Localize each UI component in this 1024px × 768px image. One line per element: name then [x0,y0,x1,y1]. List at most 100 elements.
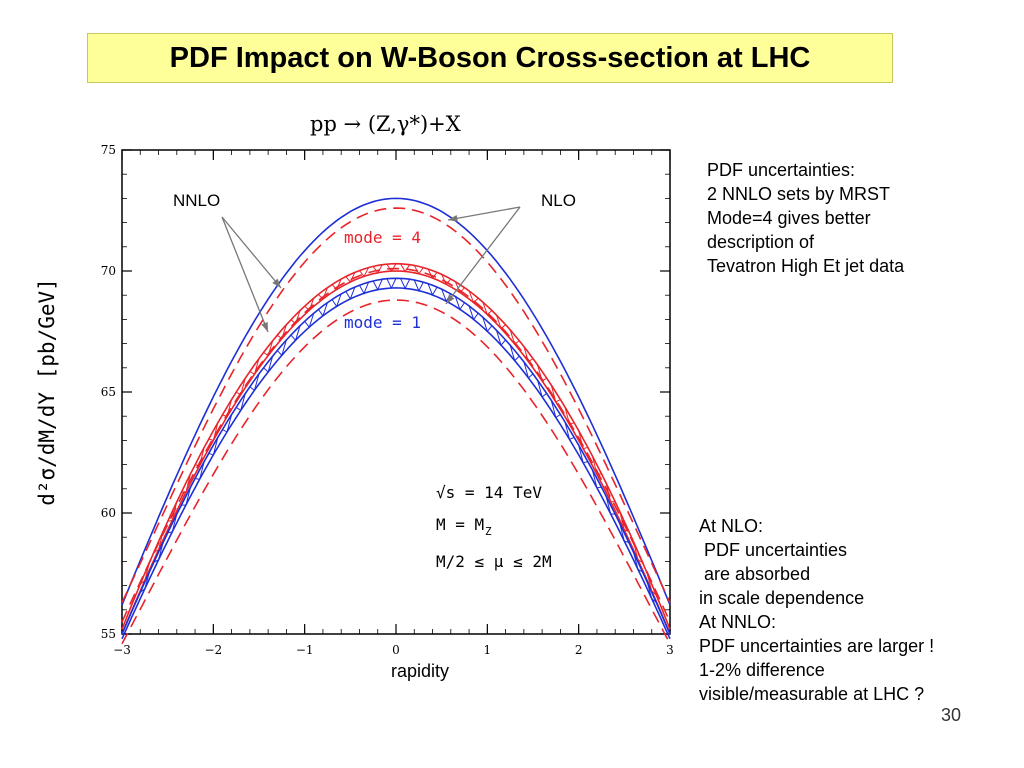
band-hatch [537,380,547,398]
notes-bottom-line: in scale dependence [699,588,865,608]
band-hatch [331,278,342,291]
band-hatch [235,378,246,396]
band-hatch [181,473,191,493]
y-tick-label: 60 [101,506,116,520]
band-hatch [194,447,205,467]
band-hatch [317,302,328,317]
band-hatch [167,514,178,534]
band-hatch [427,268,438,279]
band-hatch [564,406,575,426]
band-hatch [537,364,547,382]
band-hatch [578,445,588,464]
band-hatch [632,541,643,564]
series-line [121,299,671,645]
annotation-nlo: NLO [541,191,576,210]
notes-top-line: description of [707,232,815,252]
band-hatch [290,325,301,342]
band-hatch [386,263,397,273]
band-hatch [290,310,301,325]
band-hatch [139,562,150,585]
y-tick-label: 70 [101,264,116,278]
annotation-mass: M = M [436,515,484,534]
notes-bottom-line: 1-2% difference [699,660,825,680]
band-hatch [222,414,233,433]
x-axis-label: rapidity [391,661,450,681]
plot-frame [121,149,671,635]
nnlo-arrow-head [272,278,281,288]
band-hatch [359,267,370,278]
notes-top-line: Tevatron High Et jet data [707,256,905,276]
nlo-arrow-head [448,214,458,222]
band-hatch [591,469,602,489]
band-hatch [318,287,328,300]
band-hatch [304,313,315,329]
notes-bottom: At NLO: PDF uncertainties are absorbed in… [699,514,934,706]
band-hatch [509,329,520,345]
band-hatch [495,314,506,330]
band-hatch [468,305,479,321]
notes-bottom-line: PDF uncertainties are larger ! [699,636,935,656]
band-hatch [372,279,383,291]
band-hatch [413,265,424,275]
band-hatch [153,542,164,563]
band-hatch [400,278,411,290]
band-hatch [345,286,356,301]
band-hatch [454,296,465,311]
chart-title: pp → (Z,γ*)+X [310,112,461,136]
band-hatch [468,290,479,304]
band-hatch [386,278,397,290]
band-hatch [564,421,575,441]
band-hatch [345,272,356,283]
band-hatch [167,501,178,522]
band-hatch [153,531,164,553]
title-box: PDF Impact on W-Boson Cross-section at L… [87,33,893,83]
band-hatch [509,345,520,362]
annotation-mode1: mode = 1 [344,313,421,332]
nnlo-arrow [221,216,269,333]
band-hatch [646,581,657,603]
x-tick-label: −3 [113,643,131,657]
band-hatch [222,399,233,418]
band-hatch [619,523,630,543]
annotation-energy: √s = 14 TeV [436,483,542,502]
band-hatch [413,279,424,292]
series-line [121,207,671,603]
x-tick-label: 0 [392,643,400,657]
annotation-nnlo: NNLO [173,191,220,210]
band-hatch [359,281,370,295]
annotation-mode4: mode = 4 [344,228,421,247]
band-hatch [249,358,260,376]
band-hatch [523,361,534,379]
band-hatch [591,455,602,475]
band-hatch [495,330,506,347]
band-hatch [632,552,643,573]
notes-bottom-line: are absorbed [699,564,811,584]
band-hatch [372,264,383,274]
nlo-arrow-head [446,294,455,304]
band-hatch [139,571,150,593]
band-hatch [276,339,287,357]
series-line [121,197,671,606]
x-tick-label: 2 [575,643,583,657]
band-hatch [194,461,205,480]
annotation-mass-sub: Z [485,525,492,538]
band-hatch [427,283,438,297]
band-hatch [249,373,260,392]
band-hatch [208,437,219,456]
band-hatch [550,400,561,419]
band-hatch [482,301,493,316]
band-hatch [619,511,630,532]
band-hatch [331,293,342,308]
band-hatch [181,487,191,506]
notes-bottom-line: PDF uncertainties [699,540,848,560]
band-hatch [441,274,452,286]
notes-bottom-line: visible/measurable at LHC ? [699,684,925,704]
nnlo-arrow [221,216,282,289]
band-hatch [605,495,616,515]
notes-bottom-line: At NLO: [699,516,764,536]
band-hatch [400,263,411,273]
band-hatch [550,384,561,403]
x-tick-label: −2 [204,643,222,657]
y-tick-label: 65 [101,385,116,399]
